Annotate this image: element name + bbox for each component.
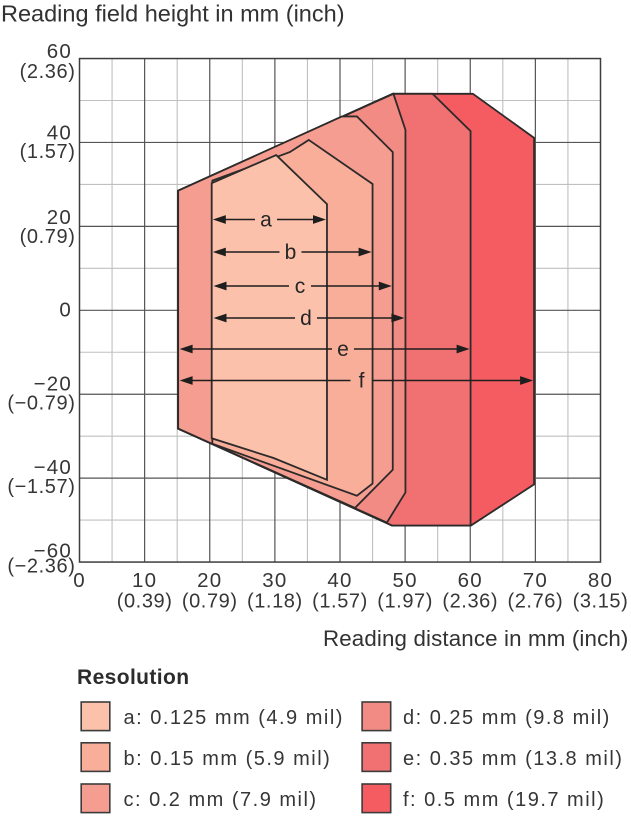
svg-text:Reading field height in mm (in: Reading field height in mm (inch)	[1, 1, 345, 27]
svg-text:0: 0	[73, 569, 86, 592]
svg-text:(2.76): (2.76)	[507, 591, 563, 613]
svg-text:−20: −20	[34, 372, 72, 395]
svg-text:(−0.79): (−0.79)	[7, 393, 75, 415]
svg-text:50: 50	[393, 569, 418, 592]
svg-text:d: 0.25 mm (9.8 mil): d: 0.25 mm (9.8 mil)	[403, 707, 611, 729]
svg-text:f: f	[359, 370, 365, 393]
svg-text:e: 0.35 mm (13.8 mil): e: 0.35 mm (13.8 mil)	[403, 748, 623, 770]
svg-text:(0.39): (0.39)	[117, 591, 173, 613]
svg-text:(2.36): (2.36)	[442, 591, 498, 613]
svg-text:−60: −60	[34, 540, 72, 563]
svg-text:b: 0.15 mm (5.9 mil): b: 0.15 mm (5.9 mil)	[124, 748, 332, 770]
svg-text:a: a	[260, 209, 272, 232]
svg-text:d: d	[300, 307, 312, 330]
svg-text:b: b	[285, 241, 297, 264]
svg-text:40: 40	[47, 122, 72, 145]
svg-text:(1.57): (1.57)	[20, 141, 76, 163]
svg-text:40: 40	[327, 569, 352, 592]
svg-text:c: c	[295, 275, 306, 298]
svg-text:a: 0.125 mm (4.9 mil): a: 0.125 mm (4.9 mil)	[124, 707, 344, 729]
svg-text:(−2.36): (−2.36)	[7, 556, 75, 578]
svg-text:(1.57): (1.57)	[312, 591, 368, 613]
svg-text:Resolution: Resolution	[77, 666, 190, 689]
svg-text:60: 60	[47, 40, 72, 63]
svg-text:70: 70	[523, 569, 548, 592]
svg-text:−40: −40	[34, 456, 72, 479]
svg-text:e: e	[337, 338, 349, 361]
svg-text:0: 0	[59, 298, 72, 321]
svg-text:(−1.57): (−1.57)	[7, 476, 75, 498]
svg-text:(0.79): (0.79)	[182, 591, 238, 613]
svg-text:f: 0.5 mm (19.7 mil): f: 0.5 mm (19.7 mil)	[403, 789, 605, 811]
svg-text:20: 20	[47, 206, 72, 229]
svg-text:60: 60	[458, 569, 483, 592]
svg-text:(1.18): (1.18)	[247, 591, 303, 613]
svg-text:10: 10	[132, 569, 157, 592]
svg-text:(3.15): (3.15)	[573, 591, 629, 613]
svg-text:(1.97): (1.97)	[377, 591, 433, 613]
svg-text:(2.36): (2.36)	[20, 61, 76, 83]
svg-text:30: 30	[262, 569, 287, 592]
svg-text:20: 20	[197, 569, 222, 592]
svg-text:c: 0.2 mm (7.9 mil): c: 0.2 mm (7.9 mil)	[124, 789, 318, 811]
svg-text:Reading distance in mm (inch): Reading distance in mm (inch)	[323, 626, 629, 651]
svg-text:80: 80	[588, 569, 613, 592]
svg-text:(0.79): (0.79)	[20, 226, 76, 248]
